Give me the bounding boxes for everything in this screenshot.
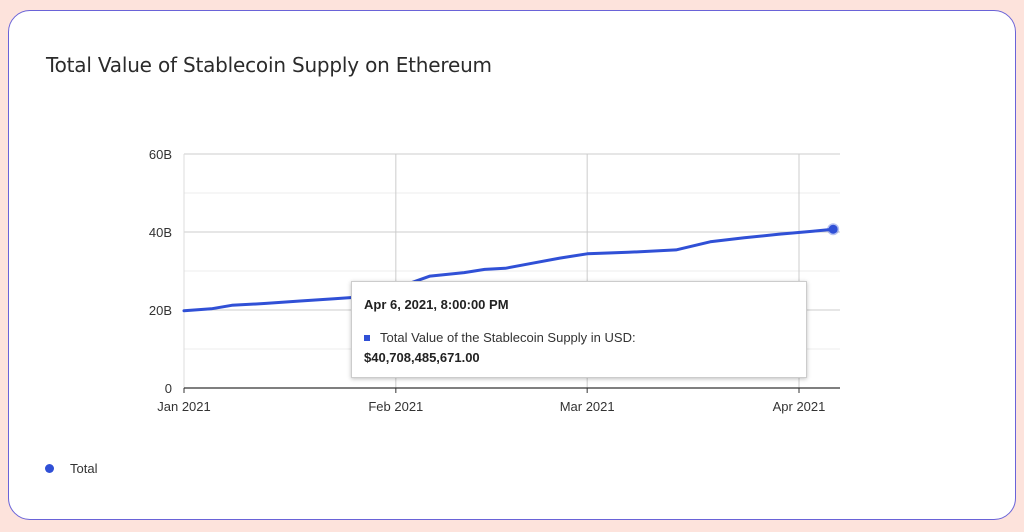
highlight-point[interactable]	[827, 223, 840, 236]
y-tick-label: 0	[165, 381, 172, 396]
y-tick-label: 20B	[149, 303, 172, 318]
x-tick-label: Mar 2021	[560, 399, 615, 414]
chart-title: Total Value of Stablecoin Supply on Ethe…	[46, 53, 492, 77]
chart-card: Total Value of Stablecoin Supply on Ethe…	[8, 10, 1016, 520]
x-tick-label: Feb 2021	[368, 399, 423, 414]
tooltip-value: $40,708,485,671.00	[364, 350, 480, 365]
axes: Jan 2021 Feb 2021 Mar 2021 Apr 2021 0 20B 40B 6…	[149, 147, 840, 414]
tooltip-series-label: Total Value of the Stablecoin Supply in …	[380, 330, 636, 345]
series[interactable]	[182, 223, 840, 313]
tooltip-date: Apr 6, 2021, 8:00:00 PM	[364, 297, 509, 312]
tooltip-series-swatch	[364, 334, 370, 341]
x-tick-label: Jan 2021	[157, 399, 211, 414]
x-tick-label: Apr 2021	[773, 399, 826, 414]
tooltip-series-row: Total Value of the Stablecoin Supply in …	[364, 330, 636, 345]
y-tick-label: 40B	[149, 225, 172, 240]
legend[interactable]: Total	[45, 461, 97, 476]
line-chart[interactable]: Jan 2021 Feb 2021 Mar 2021 Apr 2021 0 20B 40B 6…	[9, 11, 1015, 519]
y-tick-label: 60B	[149, 147, 172, 162]
legend-marker	[45, 464, 54, 473]
series-line-total[interactable]	[182, 227, 835, 313]
data-tooltip: Apr 6, 2021, 8:00:00 PM Total Value of t…	[351, 281, 807, 378]
legend-label-total[interactable]: Total	[70, 461, 98, 476]
